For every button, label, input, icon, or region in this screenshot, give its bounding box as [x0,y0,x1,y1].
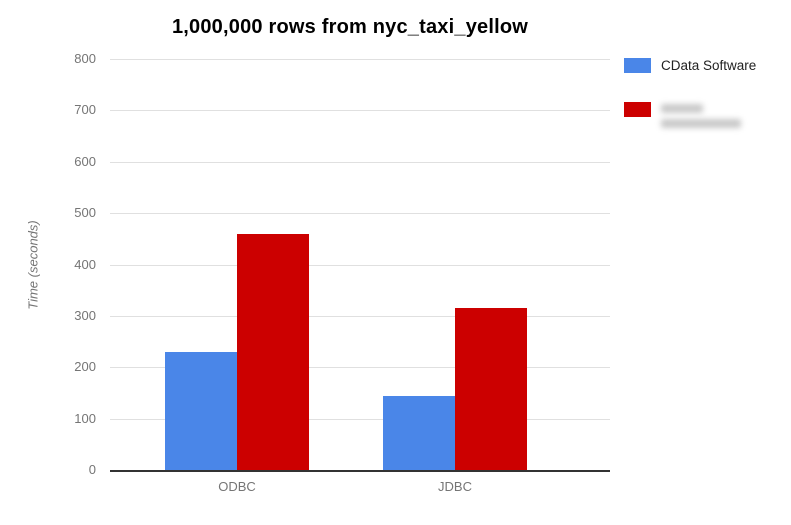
y-tick-label-500: 500 [74,205,96,221]
y-tick-label-800: 800 [74,51,96,66]
y-tick-label-200: 200 [74,359,96,375]
legend-label-redacted [651,101,741,134]
legend-item-1: CData Software [624,57,784,74]
bar-odbc-series2 [237,233,309,470]
redacted-text-line [661,119,741,128]
legend-swatch-2 [624,102,651,117]
y-tick-label-600: 600 [74,153,96,169]
gridline-400 [110,264,610,266]
legend-swatch-1 [624,58,651,73]
redacted-text-line [661,104,703,113]
gridline-300 [110,315,610,317]
y-tick-label-0: 0 [88,462,96,477]
y-tick-label-300: 300 [74,307,96,323]
plot-area [110,59,610,472]
gridline-700 [110,110,610,112]
gridline-600 [110,161,610,163]
legend-label-1: CData Software [661,58,757,73]
x-label-jdbc: JDBC [438,479,472,494]
y-tick-label-400: 400 [74,256,96,272]
gridline-500 [110,213,610,215]
y-tick-label-700: 700 [74,102,96,118]
y-axis-tick-labels: 0 100 200 300 400 500 600 700 800 [0,52,96,477]
bar-jdbc-series1 [383,395,455,470]
legend: CData Software [624,57,784,161]
y-tick-label-100: 100 [74,410,96,426]
x-label-odbc: ODBC [218,479,256,494]
bar-odbc-series1 [165,351,237,470]
gridline-200 [110,367,610,369]
bar-jdbc-series2 [455,308,527,470]
gridline-800 [110,59,610,60]
x-axis-category-labels: ODBC JDBC [110,479,610,499]
chart-title: 1,000,000 rows from nyc_taxi_yellow [171,16,529,38]
legend-item-2 [624,101,784,134]
gridline-100 [110,418,610,420]
